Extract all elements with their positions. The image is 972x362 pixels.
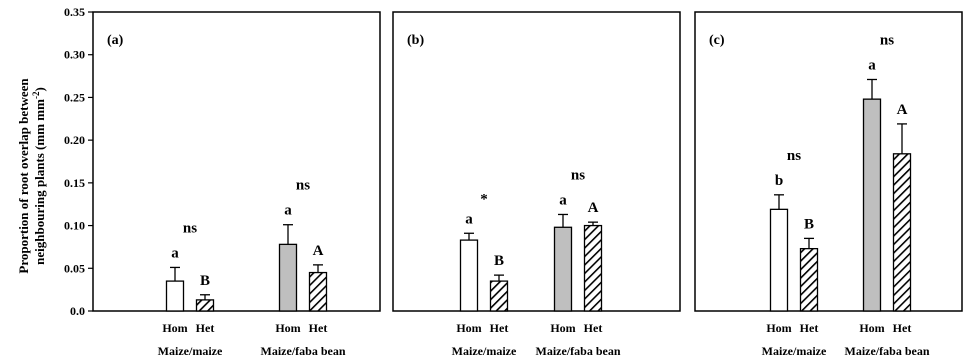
bar-label: Hom [162, 321, 187, 335]
group: a Hom A Het ns Maize/faba bean [845, 32, 930, 358]
bar-het [489, 280, 509, 312]
group-significance: ns [880, 32, 894, 48]
bar-hom [769, 208, 789, 312]
bar-het [892, 153, 912, 312]
group: b Hom B Het ns Maize/maize [762, 148, 827, 358]
group-label: Maize/faba bean [536, 344, 621, 358]
group-significance: ns [571, 167, 585, 183]
significance-letter: B [200, 273, 210, 289]
panel-a: (a) a Hom B Het ns Maize/maize a Hom A Het ns Maize/… [92, 11, 381, 358]
group: a Hom B Het * Maize/maize [452, 191, 517, 358]
bar-hom [459, 239, 479, 312]
significance-letter: a [868, 57, 876, 73]
bar-label: Hom [859, 321, 884, 335]
significance-letter: a [171, 245, 179, 261]
bar-hom [165, 280, 185, 312]
panel-frame [392, 11, 681, 312]
bar-label: Hom [456, 321, 481, 335]
panel-label: (a) [107, 33, 124, 48]
y-tick-label: 0.35 [64, 5, 85, 19]
significance-letter: a [465, 211, 473, 227]
bar-hom [553, 226, 573, 312]
group-significance: ns [183, 220, 197, 236]
panels: (a) a Hom B Het ns Maize/maize a Hom A Het ns Maize/… [92, 11, 963, 358]
bar-label: Het [490, 321, 509, 335]
bar-label: Het [309, 321, 328, 335]
y-tick-label: 0.15 [64, 176, 85, 190]
group-significance: ns [787, 148, 801, 164]
bar-het [799, 247, 819, 312]
y-tick-label: 0.05 [64, 261, 85, 275]
panel-b: (b) a Hom B Het * Maize/maize a Hom A Het ns Maize/f… [392, 11, 681, 358]
bar-het [308, 271, 328, 312]
bar-het [583, 224, 603, 312]
group-label: Maize/maize [762, 344, 827, 358]
significance-letter: a [559, 192, 567, 208]
bar-hom [862, 98, 882, 312]
significance-letter: A [313, 243, 324, 259]
bar-label: Hom [550, 321, 575, 335]
group-label: Maize/faba bean [845, 344, 930, 358]
group-label: Maize/maize [158, 344, 223, 358]
y-tick-label: 0.10 [64, 219, 85, 233]
significance-letter: B [804, 216, 814, 232]
bar-hom [278, 243, 298, 312]
group: a Hom A Het ns Maize/faba bean [261, 178, 346, 358]
y-axis-title-line2: neighbouring plants (mm mm-2) [31, 87, 47, 265]
y-axis-title: Proportion of root overlap between neigh… [16, 78, 47, 274]
y-tick-label: 0.30 [64, 48, 85, 62]
bar-label: Het [196, 321, 215, 335]
panel-c: (c) b Hom B Het ns Maize/maize a Hom A Het ns Maize/… [694, 11, 963, 358]
panel-label: (b) [407, 33, 424, 48]
group: a Hom B Het ns Maize/maize [158, 220, 223, 358]
y-tick-label: 0.25 [64, 90, 85, 104]
y-tick-label: 0.20 [64, 133, 85, 147]
bar-label: Het [800, 321, 819, 335]
group: a Hom A Het ns Maize/faba bean [536, 167, 621, 358]
significance-letter: A [588, 200, 599, 216]
y-axis-ticks: 0.0 0.05 0.10 0.15 0.20 0.25 0.30 0.35 [64, 5, 93, 318]
bar-label: Hom [766, 321, 791, 335]
group-significance: * [480, 191, 488, 207]
panel-frame [92, 11, 381, 312]
y-axis-title-line1: Proportion of root overlap between [16, 78, 31, 274]
significance-letter: A [897, 102, 908, 118]
bar-label: Het [584, 321, 603, 335]
significance-letter: B [494, 253, 504, 269]
bar-label: Hom [275, 321, 300, 335]
significance-letter: b [775, 173, 783, 189]
y-tick-label: 0.0 [70, 304, 85, 318]
bar-label: Het [893, 321, 912, 335]
group-label: Maize/maize [452, 344, 517, 358]
panel-label: (c) [709, 33, 725, 48]
significance-letter: a [284, 203, 292, 219]
group-significance: ns [296, 178, 310, 194]
bar-het [195, 299, 215, 312]
group-label: Maize/faba bean [261, 344, 346, 358]
panel-frame [694, 11, 963, 312]
